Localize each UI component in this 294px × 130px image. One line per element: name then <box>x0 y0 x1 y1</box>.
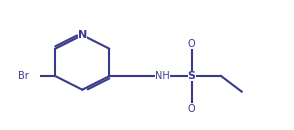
Text: S: S <box>188 71 196 81</box>
Text: NH: NH <box>155 71 170 81</box>
Text: Br: Br <box>18 71 29 81</box>
Text: N: N <box>78 30 87 40</box>
Text: O: O <box>188 104 196 113</box>
Text: O: O <box>188 39 196 48</box>
